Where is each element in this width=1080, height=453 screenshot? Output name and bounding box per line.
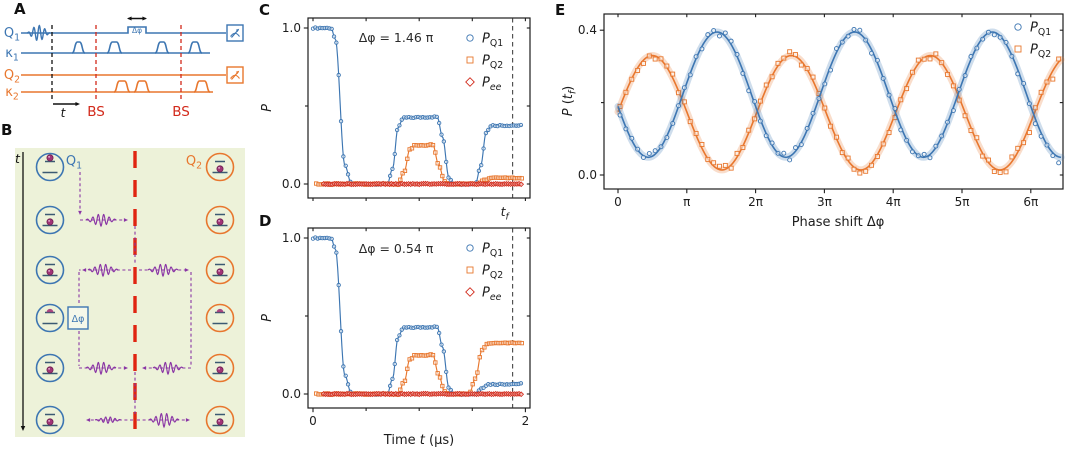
svg-text:0: 0 xyxy=(309,414,317,428)
phase-annotation: Δφ = 0.54 π xyxy=(359,241,434,256)
svg-text:6π: 6π xyxy=(1023,195,1038,209)
series-P_Q1 xyxy=(310,235,524,397)
svg-text:1.0: 1.0 xyxy=(282,21,301,35)
qubit-level-icon xyxy=(205,205,235,235)
svg-text:0.0: 0.0 xyxy=(578,168,597,182)
svg-text:PQ2: PQ2 xyxy=(482,264,503,281)
svg-text:2π: 2π xyxy=(748,195,763,209)
svg-text:P: P xyxy=(260,104,275,112)
svg-text:0.4: 0.4 xyxy=(578,23,597,37)
chart-C: 0.0 1.0 tf Δφ = 1.46 π PQ1 PQ2 Pee P xyxy=(260,17,531,222)
svg-text:0.0: 0.0 xyxy=(282,177,301,191)
qubit-level-icon xyxy=(205,405,235,435)
qubit-level-icon xyxy=(35,405,65,435)
qubit-level-icon xyxy=(205,152,235,182)
confidence-band xyxy=(614,52,1065,174)
panel-e-label: E xyxy=(555,1,566,19)
panel-a-label: A xyxy=(14,0,26,18)
series-P_ee xyxy=(320,180,525,188)
qubit-level-icon xyxy=(205,303,235,333)
svg-text:π: π xyxy=(683,195,690,209)
svg-text:0.0: 0.0 xyxy=(282,387,301,401)
chart-D: 0 2 0.0 1.0 Δφ = 0.54 π PQ1 PQ2 Pee P Time t (μs) xyxy=(260,227,531,448)
phase-shift-label: Δφ xyxy=(132,26,142,35)
measurement-meter-icon xyxy=(226,66,244,84)
svg-text:Q2: Q2 xyxy=(186,154,202,171)
time-axis-label: t xyxy=(15,151,21,166)
svg-text:Q1: Q1 xyxy=(4,26,20,43)
measurement-meter-icon xyxy=(226,24,244,42)
svg-text:4π: 4π xyxy=(886,195,901,209)
legend: PQ1 PQ2 Pee xyxy=(465,32,503,93)
phase-shift-box xyxy=(67,306,89,330)
svg-text:2: 2 xyxy=(522,414,530,428)
svg-text:PQ1: PQ1 xyxy=(1030,21,1051,38)
series-P_Q1 xyxy=(310,25,524,187)
qubit-level-icon xyxy=(205,255,235,285)
svg-text:Pee: Pee xyxy=(482,76,502,93)
svg-text:tf: tf xyxy=(501,204,511,222)
svg-text:Q1: Q1 xyxy=(66,154,82,171)
time-axis-label: t xyxy=(61,106,67,120)
svg-text:1.0: 1.0 xyxy=(282,231,301,245)
panel-d-label: D xyxy=(259,212,272,230)
svg-text:P (tf): P (tf) xyxy=(561,86,578,117)
series-P_ee xyxy=(320,390,525,398)
panel-c-label: C xyxy=(259,1,271,19)
svg-text:PQ1: PQ1 xyxy=(482,32,503,49)
svg-text:κ2: κ2 xyxy=(5,85,19,102)
beamsplitter-label: BS xyxy=(87,104,105,120)
phase-annotation: Δφ = 1.46 π xyxy=(359,30,434,45)
panel-b-schematic: t Q1 Q2 Δφ xyxy=(15,148,245,437)
series-P_Q2 xyxy=(314,340,524,397)
qubit-level-icon xyxy=(35,255,65,285)
svg-text:PQ1: PQ1 xyxy=(482,242,503,259)
svg-text:5π: 5π xyxy=(955,195,970,209)
qubit-level-icon xyxy=(35,353,65,383)
svg-text:PQ2: PQ2 xyxy=(482,54,503,71)
svg-text:Phase shift Δφ: Phase shift Δφ xyxy=(792,215,885,230)
qubit-level-icon xyxy=(35,152,65,182)
schematic-background xyxy=(15,148,245,437)
drive-pulse-icon xyxy=(26,24,51,41)
qubit-level-icon xyxy=(205,353,235,383)
svg-text:Pee: Pee xyxy=(482,286,502,303)
svg-text:P: P xyxy=(260,314,275,322)
beamsplitter-label: BS xyxy=(172,104,190,120)
svg-text:3π: 3π xyxy=(817,195,832,209)
svg-text:Q2: Q2 xyxy=(4,68,20,85)
svg-text:0: 0 xyxy=(614,195,622,209)
qubit-level-icon xyxy=(35,303,65,333)
qubit-level-icon xyxy=(35,205,65,235)
phase-shift-label: Δφ xyxy=(72,314,85,325)
series-P_Q1 xyxy=(614,26,1065,166)
panel-b-label: B xyxy=(1,121,13,139)
series-P_Q2 xyxy=(614,49,1065,176)
svg-text:κ1: κ1 xyxy=(5,46,19,63)
legend: PQ1 PQ2 Pee xyxy=(465,242,503,303)
svg-text:Time t (μs): Time t (μs) xyxy=(383,433,454,448)
svg-text:PQ2: PQ2 xyxy=(1030,43,1051,60)
